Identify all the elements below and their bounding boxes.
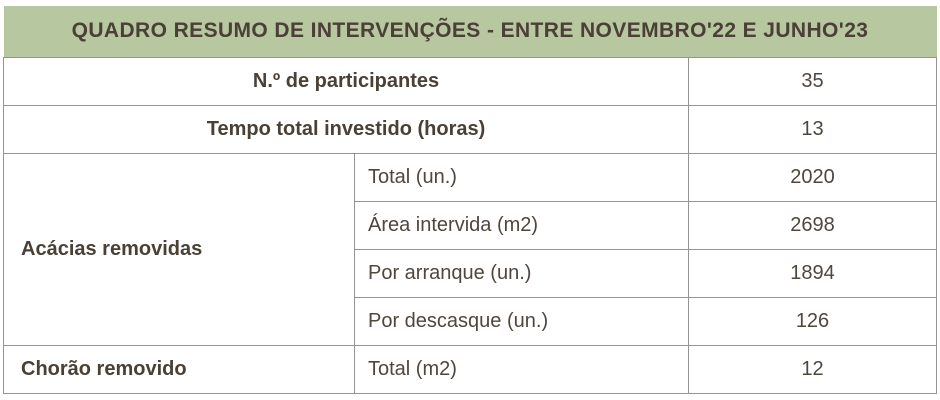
chorao-total-label: Total (m2) <box>354 344 689 394</box>
acacias-descasque-label: Por descasque (un.) <box>354 296 689 346</box>
table-row: Por descasque (un.) 126 <box>4 296 937 346</box>
table-row: Acácias removidas Total (un.) 2020 <box>3 152 937 346</box>
acacias-arranque-label: Por arranque (un.) <box>354 248 689 298</box>
participants-value: 35 <box>688 56 937 106</box>
acacias-group-label: Acácias removidas <box>3 152 355 346</box>
acacias-area-value: 2698 <box>688 200 937 250</box>
table-row: N.º de participantes 35 <box>3 56 937 106</box>
acacias-arranque-value: 1894 <box>688 248 937 298</box>
total-time-label: Tempo total investido (horas) <box>3 104 689 154</box>
table-row: Área intervida (m2) 2698 <box>4 200 937 250</box>
acacias-total-label: Total (un.) <box>354 152 689 202</box>
chorao-total-value: 12 <box>688 344 937 394</box>
interventions-summary-table: QUADRO RESUMO DE INTERVENÇÕES - ENTRE NO… <box>3 6 937 394</box>
table-title: QUADRO RESUMO DE INTERVENÇÕES - ENTRE NO… <box>3 6 937 57</box>
chorao-group-label: Chorão removido <box>3 344 355 394</box>
table-header-row: QUADRO RESUMO DE INTERVENÇÕES - ENTRE NO… <box>3 6 937 57</box>
table-row: Tempo total investido (horas) 13 <box>3 104 937 154</box>
acacias-total-value: 2020 <box>688 152 937 202</box>
acacias-descasque-value: 126 <box>688 296 937 346</box>
table-row: Chorão removido Total (m2) 12 <box>3 344 937 394</box>
acacias-area-label: Área intervida (m2) <box>354 200 689 250</box>
total-time-value: 13 <box>688 104 937 154</box>
table-row: Por arranque (un.) 1894 <box>4 248 937 298</box>
participants-label: N.º de participantes <box>3 56 689 106</box>
